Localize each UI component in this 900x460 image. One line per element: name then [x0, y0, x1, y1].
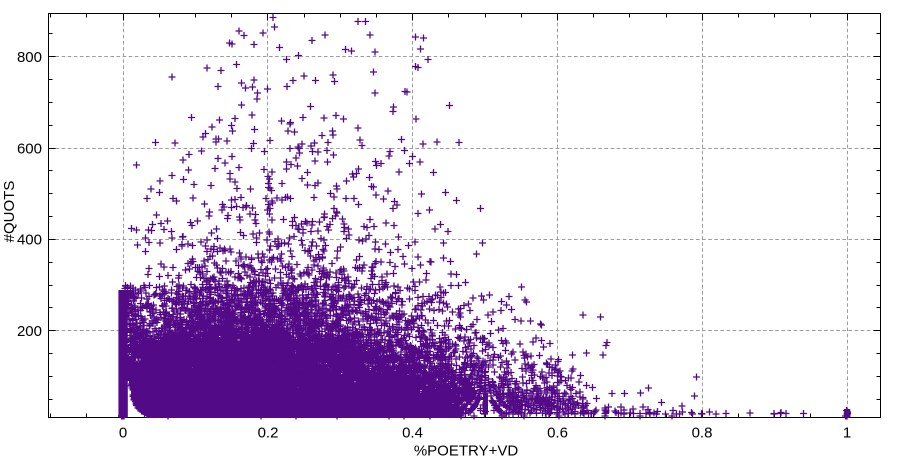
svg-text:0.4: 0.4 — [402, 425, 423, 442]
svg-text:1: 1 — [843, 425, 851, 442]
svg-text:0.2: 0.2 — [258, 425, 279, 442]
svg-text:800: 800 — [17, 49, 42, 66]
svg-text:0.6: 0.6 — [547, 425, 568, 442]
svg-text:400: 400 — [17, 232, 42, 249]
svg-text:0.8: 0.8 — [692, 425, 713, 442]
svg-text:#QUOTS: #QUOTS — [1, 181, 18, 243]
svg-text:0: 0 — [119, 425, 127, 442]
svg-text:%POETRY+VD: %POETRY+VD — [414, 443, 519, 460]
svg-text:200: 200 — [17, 323, 42, 340]
svg-text:600: 600 — [17, 141, 42, 158]
